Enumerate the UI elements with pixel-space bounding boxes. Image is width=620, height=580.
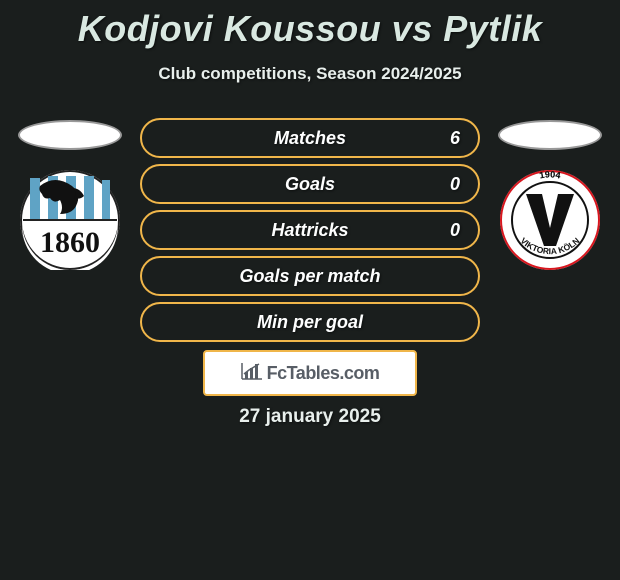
stat-label: Goals per match (239, 266, 380, 287)
date: 27 january 2025 (0, 406, 620, 428)
fctables-label: FcTables.com (267, 363, 380, 384)
stat-row-min-per-goal: Min per goal (140, 302, 480, 342)
stat-label: Hattricks (271, 220, 348, 241)
bar-chart-icon (241, 362, 263, 385)
stat-row-goals-per-match: Goals per match (140, 256, 480, 296)
stat-value-right: 0 (450, 220, 460, 241)
stats-list: Matches 6 Goals 0 Hattricks 0 Goals per … (0, 118, 620, 348)
stat-row-matches: Matches 6 (140, 118, 480, 158)
stat-value-right: 6 (450, 128, 460, 149)
stat-value-right: 0 (450, 174, 460, 195)
fctables-brand-box[interactable]: FcTables.com (203, 350, 417, 396)
page-title: Kodjovi Koussou vs Pytlik (0, 0, 620, 50)
stat-label: Goals (285, 174, 335, 195)
subtitle: Club competitions, Season 2024/2025 (0, 64, 620, 84)
stat-row-hattricks: Hattricks 0 (140, 210, 480, 250)
stat-label: Min per goal (257, 312, 363, 333)
stat-row-goals: Goals 0 (140, 164, 480, 204)
stat-label: Matches (274, 128, 346, 149)
